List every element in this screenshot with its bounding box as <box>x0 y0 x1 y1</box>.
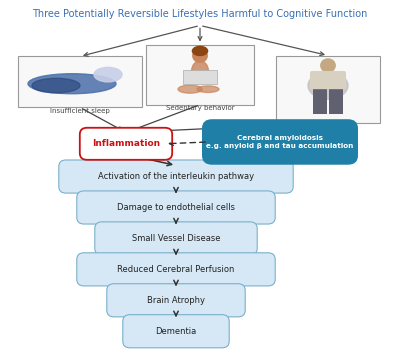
Ellipse shape <box>94 67 122 82</box>
Text: Reduced Cerebral Perfusion: Reduced Cerebral Perfusion <box>117 265 235 274</box>
Text: Damage to endothelial cells: Damage to endothelial cells <box>117 203 235 212</box>
Ellipse shape <box>178 85 202 93</box>
FancyBboxPatch shape <box>77 191 275 224</box>
Circle shape <box>321 59 335 72</box>
Text: Sedentary behavior: Sedentary behavior <box>166 105 234 111</box>
Text: Obesity: Obesity <box>315 122 341 128</box>
FancyBboxPatch shape <box>329 86 343 114</box>
Text: Activation of the interleukin pathway: Activation of the interleukin pathway <box>98 172 254 181</box>
Circle shape <box>193 49 207 62</box>
Text: Three Potentially Reversible Lifestyles Harmful to Cognitive Function: Three Potentially Reversible Lifestyles … <box>32 9 368 19</box>
Text: Small Vessel Disease: Small Vessel Disease <box>132 234 220 243</box>
Ellipse shape <box>192 46 208 55</box>
Text: Brain Atrophy: Brain Atrophy <box>147 296 205 305</box>
FancyBboxPatch shape <box>276 56 380 123</box>
FancyBboxPatch shape <box>107 284 245 317</box>
FancyBboxPatch shape <box>59 160 293 193</box>
Ellipse shape <box>197 86 219 92</box>
Ellipse shape <box>308 72 348 99</box>
Text: Inflammation: Inflammation <box>92 139 160 148</box>
FancyBboxPatch shape <box>18 56 142 107</box>
Ellipse shape <box>28 74 116 94</box>
FancyBboxPatch shape <box>202 119 358 165</box>
FancyBboxPatch shape <box>95 222 257 255</box>
FancyBboxPatch shape <box>80 128 172 160</box>
Text: Dementia: Dementia <box>155 327 197 336</box>
FancyBboxPatch shape <box>183 70 217 84</box>
FancyBboxPatch shape <box>123 314 229 348</box>
Text: Cerebral amyloidosis
e.g. anyloid β and tau accumulation: Cerebral amyloidosis e.g. anyloid β and … <box>206 135 354 149</box>
FancyBboxPatch shape <box>313 86 327 114</box>
Ellipse shape <box>192 61 208 81</box>
Ellipse shape <box>32 78 80 93</box>
FancyBboxPatch shape <box>146 44 254 104</box>
FancyBboxPatch shape <box>310 71 346 89</box>
FancyBboxPatch shape <box>77 253 275 286</box>
Text: Insufficient sleep: Insufficient sleep <box>50 108 110 114</box>
